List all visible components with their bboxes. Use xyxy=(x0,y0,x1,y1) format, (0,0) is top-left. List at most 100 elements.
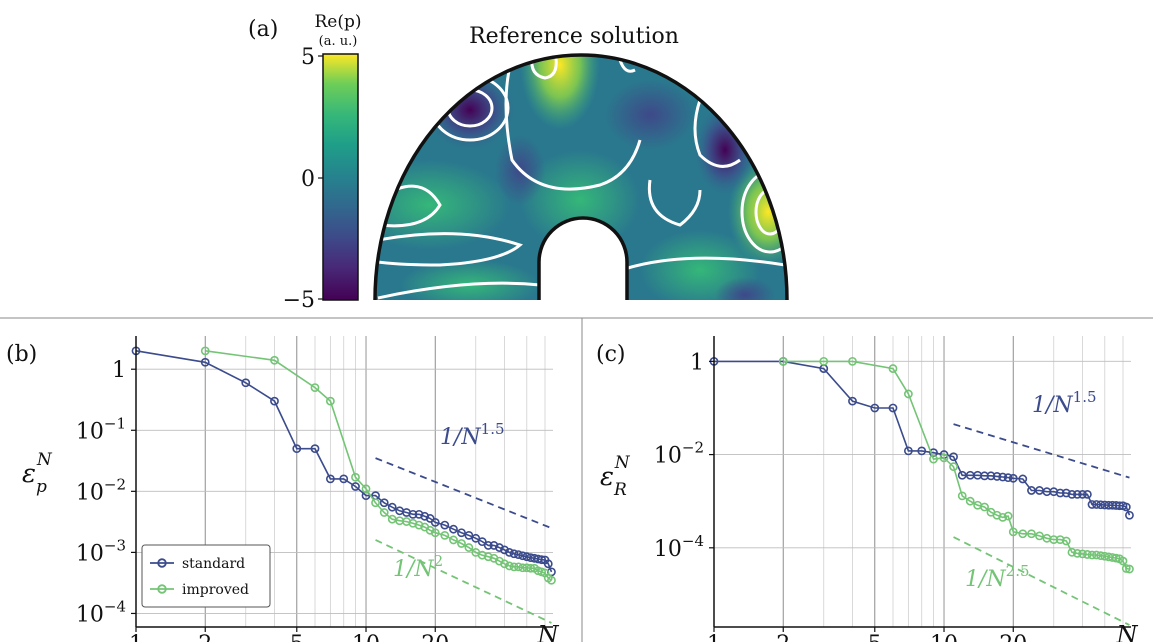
point-improved xyxy=(1082,550,1092,559)
point-improved xyxy=(1003,511,1013,521)
point-improved xyxy=(965,496,975,506)
reference-line-2-5 xyxy=(953,536,1130,626)
point-standard xyxy=(457,528,466,538)
point-improved xyxy=(929,454,938,464)
point-improved xyxy=(1092,550,1101,560)
point-improved xyxy=(477,550,487,560)
point-improved xyxy=(449,535,458,545)
panel-a-label: (a) xyxy=(248,17,278,42)
reference-line-1-5 xyxy=(953,423,1130,479)
legend-entry-improved: improved xyxy=(182,582,249,598)
panel-c-label: (c) xyxy=(596,342,626,367)
field-map-title: Reference solution xyxy=(469,24,679,49)
ref-label-c-2: 1/N2.5 xyxy=(965,562,1030,592)
point-standard xyxy=(489,541,499,550)
point-standard xyxy=(514,550,523,560)
point-improved xyxy=(848,356,857,366)
point-standard xyxy=(387,502,397,512)
point-improved xyxy=(949,462,958,472)
point-improved xyxy=(425,525,435,535)
point-standard xyxy=(200,357,210,367)
point-improved xyxy=(464,543,474,552)
colorbar-gradient xyxy=(322,53,359,301)
point-improved xyxy=(1027,529,1036,539)
colorbar: Re(p) (a. u.) 5 0 −5 xyxy=(283,12,362,313)
x-tick-label: 5 xyxy=(868,632,882,642)
panel-c-ref-labels: 1/N1.5 1/N2.5 xyxy=(965,388,1097,592)
point-standard xyxy=(1067,489,1077,499)
point-standard xyxy=(509,549,519,559)
x-tick-label: 10 xyxy=(352,632,380,642)
point-standard xyxy=(310,444,320,454)
point-improved xyxy=(500,559,509,569)
point-improved xyxy=(483,552,493,562)
panel-c-axes xyxy=(713,336,1131,628)
y-tick-label: 1 xyxy=(112,358,126,383)
point-improved xyxy=(526,563,536,573)
panel-b-series xyxy=(131,346,556,585)
panel-c-grid xyxy=(714,336,1131,627)
point-standard xyxy=(1072,489,1082,499)
y-tick-label: 10−2 xyxy=(76,475,126,505)
legend-entry-standard: standard xyxy=(182,556,245,572)
y-tick-label: 10−1 xyxy=(76,414,126,444)
ref-label-c-1: 1/N1.5 xyxy=(1032,388,1097,418)
point-standard xyxy=(270,396,279,406)
point-improved xyxy=(457,539,466,548)
point-standard xyxy=(440,520,450,530)
panel-b-legend: standard improved xyxy=(141,544,271,608)
x-tick-label: 20 xyxy=(999,632,1027,642)
point-standard xyxy=(848,396,857,406)
point-improved xyxy=(509,562,519,572)
panel-c-ticks: 1 2 5 10 20 1 10−2 10−4 xyxy=(654,350,1027,642)
point-standard xyxy=(518,551,528,561)
point-standard xyxy=(1125,510,1134,520)
point-standard xyxy=(917,446,927,456)
point-standard xyxy=(1096,500,1106,510)
panel-b-ticks: 1 2 5 10 20 1 10−1 10−2 10−3 10−4 xyxy=(76,358,449,642)
point-improved xyxy=(1096,551,1106,561)
legend-marker-standard xyxy=(157,558,167,568)
point-standard xyxy=(414,509,424,519)
point-improved xyxy=(1125,564,1134,574)
x-tick-label: 2 xyxy=(776,632,790,642)
point-standard xyxy=(408,509,418,519)
point-improved xyxy=(514,562,523,572)
point-improved xyxy=(371,498,380,508)
point-improved xyxy=(270,355,279,365)
panel-c-series xyxy=(709,356,1134,574)
x-tick-label: 1 xyxy=(707,632,721,642)
point-standard xyxy=(500,545,509,555)
point-standard xyxy=(292,444,302,454)
ref-label-b-2: 1/N2 xyxy=(393,552,443,582)
y-tick-label: 10−4 xyxy=(76,597,126,627)
point-standard xyxy=(1061,488,1071,498)
point-standard xyxy=(1008,473,1018,483)
panel-b-grid xyxy=(136,336,553,627)
point-improved xyxy=(351,472,360,482)
point-standard xyxy=(1087,500,1097,509)
reference-line-1-5 xyxy=(375,457,552,529)
point-standard xyxy=(543,559,553,569)
point-improved xyxy=(1067,547,1077,557)
point-standard xyxy=(1082,489,1092,499)
point-standard xyxy=(339,474,349,484)
panel-c-ylabel: εRN xyxy=(600,453,631,500)
x-tick-label: 10 xyxy=(930,632,958,642)
point-standard xyxy=(430,517,440,527)
colorbar-unit: (a. u.) xyxy=(319,34,358,49)
point-standard xyxy=(449,524,458,534)
y-tick-label: 1 xyxy=(690,350,704,375)
legend-box xyxy=(141,544,271,608)
panel-b-ref-labels: 1/N1.5 1/N2 xyxy=(393,420,505,582)
colorbar-tick-min: −5 xyxy=(283,288,315,313)
y-tick-label: 10−2 xyxy=(654,439,704,469)
point-standard xyxy=(986,471,996,481)
point-improved xyxy=(379,508,389,517)
point-improved xyxy=(1035,531,1044,541)
point-improved xyxy=(1061,536,1071,546)
x-tick-label: 20 xyxy=(421,632,449,642)
point-standard xyxy=(241,378,251,388)
point-standard xyxy=(494,543,504,552)
point-standard xyxy=(888,403,898,413)
